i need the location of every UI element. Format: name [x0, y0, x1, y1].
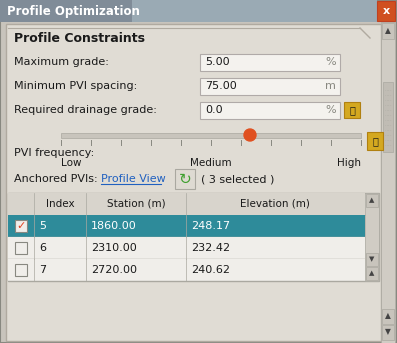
Text: Required drainage grade:: Required drainage grade: [14, 105, 157, 115]
Text: Maximum grade:: Maximum grade: [14, 57, 109, 67]
Bar [381, 22, 395, 343]
Text: Anchored PVIs:: Anchored PVIs: [14, 174, 98, 184]
Text: PVI frequency:: PVI frequency: [14, 148, 94, 158]
Bar [15, 220, 27, 232]
Text: %: % [326, 105, 336, 115]
Bar [15, 242, 27, 254]
Text: Index: Index [46, 199, 74, 209]
Text: 0.0: 0.0 [205, 105, 223, 115]
Text: Profile Constraints: Profile Constraints [14, 32, 145, 45]
Text: 75.00: 75.00 [205, 81, 237, 91]
Bar [0, 0, 377, 22]
Bar [382, 325, 394, 340]
Text: 5: 5 [39, 221, 46, 231]
Text: x: x [382, 6, 389, 16]
Bar [382, 23, 394, 39]
Text: Station (m): Station (m) [107, 199, 165, 209]
Text: 240.62: 240.62 [191, 265, 230, 275]
Text: 7: 7 [39, 265, 46, 275]
Bar [8, 28, 379, 48]
Text: Profile Optimization: Profile Optimization [7, 4, 140, 17]
Text: Medium: Medium [190, 158, 232, 168]
Bar [366, 267, 378, 280]
Text: 232.42: 232.42 [191, 243, 230, 253]
Bar [365, 193, 379, 281]
Text: 1860.00: 1860.00 [91, 221, 137, 231]
Bar [377, 1, 395, 21]
Bar [200, 54, 340, 71]
Circle shape [244, 129, 256, 141]
Bar [8, 215, 365, 237]
Text: Elevation (m): Elevation (m) [240, 199, 310, 209]
Text: Profile View: Profile View [101, 174, 166, 184]
Text: ↻: ↻ [179, 172, 191, 187]
Bar [344, 102, 360, 118]
Text: ▲: ▲ [385, 311, 391, 320]
Bar [8, 259, 365, 281]
Text: 5.00: 5.00 [205, 57, 229, 67]
Text: 🔒: 🔒 [372, 136, 378, 146]
Text: 6: 6 [39, 243, 46, 253]
Text: ( 3 selected ): ( 3 selected ) [201, 174, 274, 184]
Text: 🔒: 🔒 [349, 105, 355, 115]
Text: m: m [325, 81, 336, 91]
Text: ▼: ▼ [369, 256, 375, 262]
Bar [15, 264, 27, 276]
Bar [8, 193, 365, 215]
Bar [8, 193, 379, 281]
Text: %: % [326, 57, 336, 67]
Text: 2720.00: 2720.00 [91, 265, 137, 275]
Bar [200, 102, 340, 119]
Text: 2310.00: 2310.00 [91, 243, 137, 253]
Text: 248.17: 248.17 [191, 221, 230, 231]
Text: ▲: ▲ [369, 270, 375, 276]
Bar [383, 82, 393, 152]
Text: Minimum PVI spacing:: Minimum PVI spacing: [14, 81, 137, 91]
Bar [382, 309, 394, 324]
Bar [175, 169, 195, 189]
Text: Low: Low [61, 158, 81, 168]
Bar [200, 78, 340, 95]
Text: ✓: ✓ [16, 221, 26, 231]
Bar [366, 253, 378, 266]
Text: ▲: ▲ [369, 197, 375, 203]
Bar [367, 132, 383, 150]
Bar [132, 0, 377, 22]
Bar [8, 237, 365, 259]
Text: ▼: ▼ [385, 328, 391, 336]
Text: ▲: ▲ [385, 26, 391, 35]
Bar [61, 133, 361, 138]
Text: High: High [337, 158, 361, 168]
Bar [366, 194, 378, 207]
